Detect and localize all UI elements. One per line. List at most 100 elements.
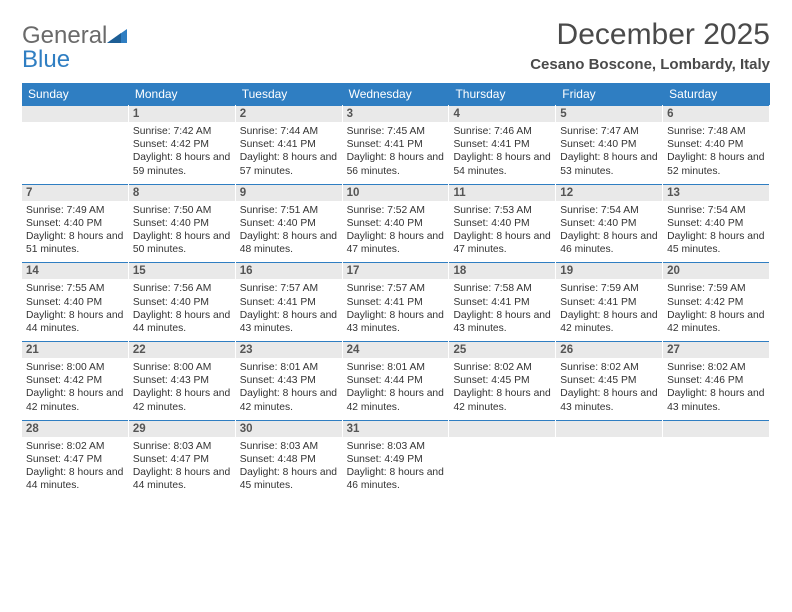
- day-cell: .: [556, 420, 663, 499]
- day-body: Sunrise: 7:54 AMSunset: 4:40 PMDaylight:…: [560, 204, 658, 257]
- sunrise-text: Sunrise: 8:03 AM: [347, 440, 445, 453]
- day-body: Sunrise: 8:01 AMSunset: 4:43 PMDaylight:…: [240, 361, 338, 414]
- weekday-header-row: Sunday Monday Tuesday Wednesday Thursday…: [22, 83, 770, 105]
- day-body: Sunrise: 7:47 AMSunset: 4:40 PMDaylight:…: [560, 125, 658, 178]
- logo: General Blue: [22, 18, 127, 72]
- daylight-text: Daylight: 8 hours and 51 minutes.: [26, 230, 124, 256]
- day-cell: 14Sunrise: 7:55 AMSunset: 4:40 PMDayligh…: [22, 262, 129, 341]
- daylight-text: Daylight: 8 hours and 44 minutes.: [133, 466, 231, 492]
- daylight-text: Daylight: 8 hours and 44 minutes.: [26, 309, 124, 335]
- sunset-text: Sunset: 4:41 PM: [240, 138, 338, 151]
- sunset-text: Sunset: 4:41 PM: [347, 138, 445, 151]
- sunset-text: Sunset: 4:40 PM: [667, 217, 765, 230]
- sunrise-text: Sunrise: 7:45 AM: [347, 125, 445, 138]
- day-number: 5: [556, 105, 662, 122]
- daylight-text: Daylight: 8 hours and 42 minutes.: [133, 387, 231, 413]
- day-cell: 12Sunrise: 7:54 AMSunset: 4:40 PMDayligh…: [556, 184, 663, 263]
- daylight-text: Daylight: 8 hours and 46 minutes.: [560, 230, 658, 256]
- day-cell: 6 Sunrise: 7:48 AMSunset: 4:40 PMDaylight…: [663, 105, 770, 184]
- week-row: 7Sunrise: 7:49 AMSunset: 4:40 PMDaylight…: [22, 184, 770, 263]
- daylight-text: Daylight: 8 hours and 43 minutes.: [240, 309, 338, 335]
- weekday-header: Saturday: [663, 83, 770, 105]
- sunrise-text: Sunrise: 8:02 AM: [560, 361, 658, 374]
- day-number: 24: [343, 341, 449, 358]
- day-number: 2: [236, 105, 342, 122]
- day-cell: 25 Sunrise: 8:02 AMSunset: 4:45 PMDayligh…: [449, 341, 556, 420]
- day-number: 6: [663, 105, 769, 122]
- day-number: 9: [236, 184, 342, 201]
- logo-triangle-icon: [107, 25, 127, 48]
- daylight-text: Daylight: 8 hours and 54 minutes.: [453, 151, 551, 177]
- calendar-page: General Blue December 2025 Cesano Boscon…: [0, 0, 792, 508]
- day-cell: 20Sunrise: 7:59 AMSunset: 4:42 PMDayligh…: [663, 262, 770, 341]
- header-right: December 2025 Cesano Boscone, Lombardy, …: [530, 18, 770, 73]
- sunset-text: Sunset: 4:46 PM: [667, 374, 765, 387]
- day-body: Sunrise: 8:02 AMSunset: 4:45 PMDaylight:…: [453, 361, 551, 414]
- day-number: 23: [236, 341, 342, 358]
- day-number: 15: [129, 262, 235, 279]
- day-cell: .: [449, 420, 556, 499]
- day-number: 1: [129, 105, 235, 122]
- sunset-text: Sunset: 4:43 PM: [240, 374, 338, 387]
- daylight-text: Daylight: 8 hours and 45 minutes.: [240, 466, 338, 492]
- day-body: Sunrise: 7:55 AMSunset: 4:40 PMDaylight:…: [26, 282, 124, 335]
- daylight-text: Daylight: 8 hours and 42 minutes.: [453, 387, 551, 413]
- day-body: Sunrise: 8:02 AMSunset: 4:47 PMDaylight:…: [26, 440, 124, 493]
- weeks-container: .1Sunrise: 7:42 AMSunset: 4:42 PMDayligh…: [22, 105, 770, 498]
- day-number: 30: [236, 420, 342, 437]
- day-number: 31: [343, 420, 449, 437]
- day-number: 7: [22, 184, 128, 201]
- sunrise-text: Sunrise: 7:54 AM: [667, 204, 765, 217]
- sunrise-text: Sunrise: 7:59 AM: [560, 282, 658, 295]
- day-cell: 13Sunrise: 7:54 AMSunset: 4:40 PMDayligh…: [663, 184, 770, 263]
- day-cell: 7Sunrise: 7:49 AMSunset: 4:40 PMDaylight…: [22, 184, 129, 263]
- sunrise-text: Sunrise: 8:02 AM: [667, 361, 765, 374]
- day-body: Sunrise: 7:42 AMSunset: 4:42 PMDaylight:…: [133, 125, 231, 178]
- day-cell: 19Sunrise: 7:59 AMSunset: 4:41 PMDayligh…: [556, 262, 663, 341]
- sunset-text: Sunset: 4:45 PM: [560, 374, 658, 387]
- sunrise-text: Sunrise: 8:01 AM: [240, 361, 338, 374]
- daylight-text: Daylight: 8 hours and 57 minutes.: [240, 151, 338, 177]
- sunrise-text: Sunrise: 7:46 AM: [453, 125, 551, 138]
- daylight-text: Daylight: 8 hours and 59 minutes.: [133, 151, 231, 177]
- day-body: Sunrise: 7:59 AMSunset: 4:42 PMDaylight:…: [667, 282, 765, 335]
- day-cell: 21Sunrise: 8:00 AMSunset: 4:42 PMDayligh…: [22, 341, 129, 420]
- daylight-text: Daylight: 8 hours and 43 minutes.: [667, 387, 765, 413]
- day-body: Sunrise: 7:57 AMSunset: 4:41 PMDaylight:…: [347, 282, 445, 335]
- sunset-text: Sunset: 4:42 PM: [26, 374, 124, 387]
- sunset-text: Sunset: 4:40 PM: [347, 217, 445, 230]
- sunrise-text: Sunrise: 7:57 AM: [347, 282, 445, 295]
- daylight-text: Daylight: 8 hours and 48 minutes.: [240, 230, 338, 256]
- weekday-header: Thursday: [449, 83, 556, 105]
- day-cell: 3Sunrise: 7:45 AMSunset: 4:41 PMDaylight…: [343, 105, 450, 184]
- day-cell: 10Sunrise: 7:52 AMSunset: 4:40 PMDayligh…: [343, 184, 450, 263]
- top-row: General Blue December 2025 Cesano Boscon…: [22, 18, 770, 73]
- day-body: Sunrise: 7:48 AMSunset: 4:40 PMDaylight:…: [667, 125, 765, 178]
- sunrise-text: Sunrise: 7:42 AM: [133, 125, 231, 138]
- sunrise-text: Sunrise: 7:53 AM: [453, 204, 551, 217]
- daylight-text: Daylight: 8 hours and 46 minutes.: [347, 466, 445, 492]
- day-number: .: [449, 420, 555, 437]
- sunrise-text: Sunrise: 8:01 AM: [347, 361, 445, 374]
- sunset-text: Sunset: 4:41 PM: [560, 296, 658, 309]
- daylight-text: Daylight: 8 hours and 56 minutes.: [347, 151, 445, 177]
- daylight-text: Daylight: 8 hours and 43 minutes.: [453, 309, 551, 335]
- day-cell: .: [22, 105, 129, 184]
- sunrise-text: Sunrise: 8:03 AM: [240, 440, 338, 453]
- sunrise-text: Sunrise: 7:48 AM: [667, 125, 765, 138]
- weekday-header: Monday: [129, 83, 236, 105]
- day-body: Sunrise: 7:59 AMSunset: 4:41 PMDaylight:…: [560, 282, 658, 335]
- day-number: 25: [449, 341, 555, 358]
- sunrise-text: Sunrise: 8:02 AM: [453, 361, 551, 374]
- sunrise-text: Sunrise: 7:51 AM: [240, 204, 338, 217]
- day-body: Sunrise: 7:44 AMSunset: 4:41 PMDaylight:…: [240, 125, 338, 178]
- week-row: 21Sunrise: 8:00 AMSunset: 4:42 PMDayligh…: [22, 341, 770, 420]
- day-cell: 31 Sunrise: 8:03 AMSunset: 4:49 PMDayligh…: [343, 420, 450, 499]
- day-cell: 18Sunrise: 7:58 AMSunset: 4:41 PMDayligh…: [449, 262, 556, 341]
- sunset-text: Sunset: 4:47 PM: [26, 453, 124, 466]
- sunset-text: Sunset: 4:40 PM: [240, 217, 338, 230]
- sunset-text: Sunset: 4:49 PM: [347, 453, 445, 466]
- day-cell: 27Sunrise: 8:02 AMSunset: 4:46 PMDayligh…: [663, 341, 770, 420]
- sunset-text: Sunset: 4:45 PM: [453, 374, 551, 387]
- day-number: .: [22, 105, 128, 122]
